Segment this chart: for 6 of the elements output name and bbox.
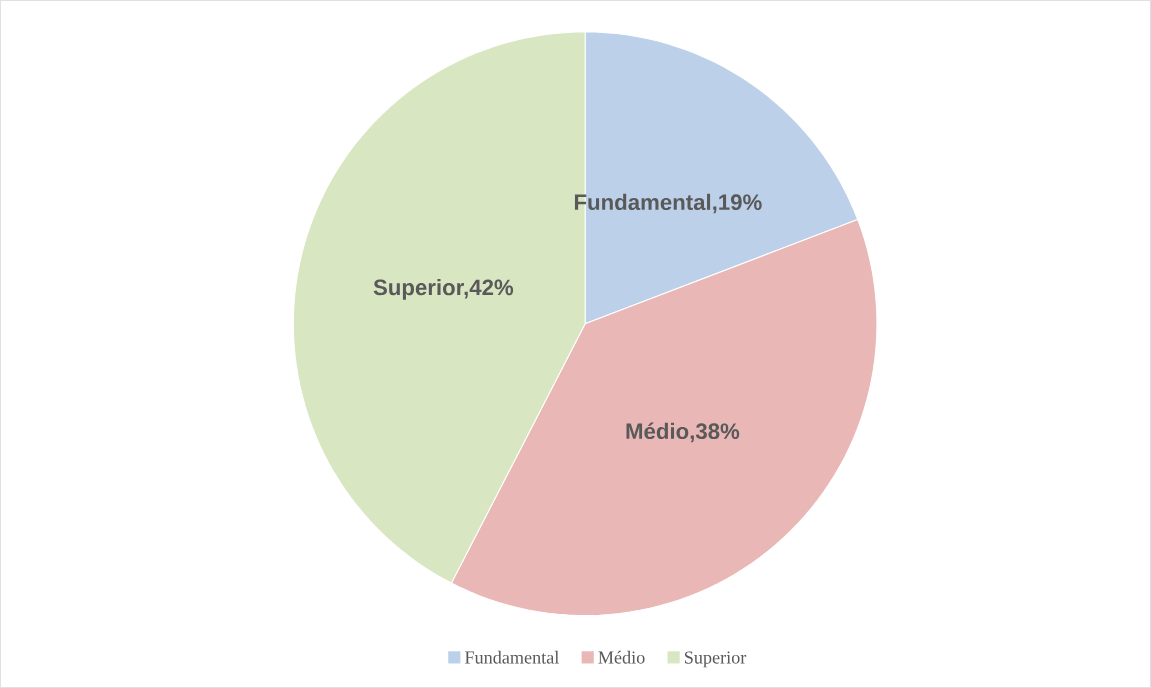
legend-label: Médio	[598, 650, 645, 664]
data-label: Superior,42%	[373, 278, 514, 300]
legend-label: Superior	[684, 651, 747, 668]
data-label: Fundamental,19%	[574, 193, 762, 214]
data-label: Médio,38%	[626, 422, 740, 443]
legend-label: Fundamental	[464, 650, 559, 664]
